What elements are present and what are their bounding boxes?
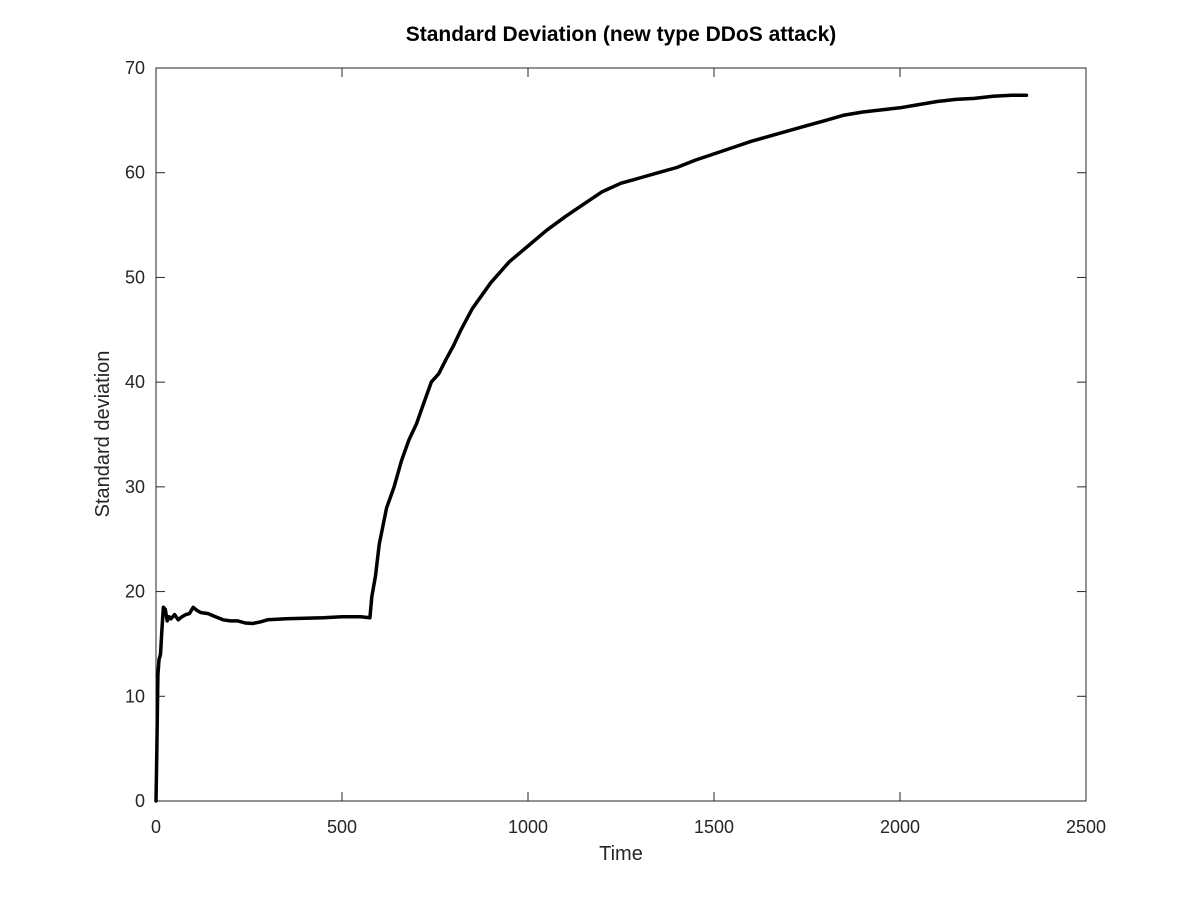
x-tick-label: 2500 bbox=[1066, 817, 1106, 837]
x-axis-label: Time bbox=[599, 843, 643, 865]
tick-labels: 0 500 1000 1500 2000 2500 0 10 20 30 40 50 60 70 bbox=[125, 58, 1106, 837]
axis-ticks bbox=[155, 67, 1087, 802]
x-tick-label: 0 bbox=[151, 817, 161, 837]
plot-frame bbox=[155, 67, 1087, 802]
x-tick-label: 1500 bbox=[694, 817, 734, 837]
x-tick-label: 1000 bbox=[508, 817, 548, 837]
y-tick-label: 70 bbox=[125, 58, 145, 78]
y-tick-label: 50 bbox=[125, 267, 145, 287]
y-axis-label: Standard deviation bbox=[92, 351, 114, 518]
x-tick-label: 2000 bbox=[880, 817, 920, 837]
series-line-0 bbox=[154, 93, 1029, 803]
y-tick-label: 10 bbox=[125, 686, 145, 706]
y-tick-label: 20 bbox=[125, 582, 145, 602]
series-layer bbox=[154, 93, 1029, 803]
y-tick-label: 40 bbox=[125, 372, 145, 392]
chart-title: Standard Deviation (new type DDoS attack… bbox=[406, 23, 837, 46]
y-tick-label: 0 bbox=[135, 791, 145, 811]
y-tick-label: 60 bbox=[125, 163, 145, 183]
y-tick-label: 30 bbox=[125, 477, 145, 497]
x-tick-label: 500 bbox=[327, 817, 357, 837]
